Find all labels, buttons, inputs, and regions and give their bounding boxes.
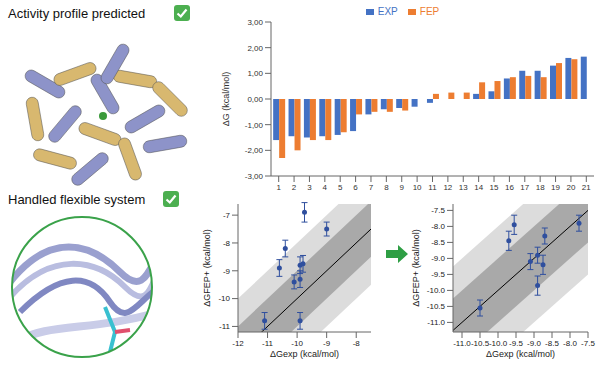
svg-text:-11: -11 <box>262 339 274 348</box>
svg-text:2,00: 2,00 <box>247 44 263 53</box>
svg-text:-3,00: -3,00 <box>245 172 264 181</box>
svg-text:-11.0: -11.0 <box>427 318 445 327</box>
svg-text:1,00: 1,00 <box>247 69 263 78</box>
svg-text:-8.0: -8.0 <box>431 222 445 231</box>
svg-text:-10.0: -10.0 <box>427 286 446 295</box>
svg-text:-7: -7 <box>223 211 231 220</box>
svg-text:-8.5: -8.5 <box>431 238 445 247</box>
svg-text:14: 14 <box>474 183 483 192</box>
svg-text:18: 18 <box>536 183 545 192</box>
svg-text:-10.0: -10.0 <box>489 339 508 348</box>
svg-text:21: 21 <box>582 183 591 192</box>
svg-text:7: 7 <box>369 183 374 192</box>
svg-text:6: 6 <box>353 183 358 192</box>
svg-text:ΔGFEP+ (kcal/mol): ΔGFEP+ (kcal/mol) <box>202 229 212 306</box>
html-text:Handled flexible system: Handled flexible system <box>8 192 146 207</box>
svg-text:3: 3 <box>307 183 312 192</box>
svg-text:-8.0: -8.0 <box>563 339 577 348</box>
svg-text:1: 1 <box>276 183 281 192</box>
svg-text:8: 8 <box>384 183 389 192</box>
svg-text:13: 13 <box>459 183 468 192</box>
svg-text:3,00: 3,00 <box>247 18 263 27</box>
svg-text:-1,00: -1,00 <box>245 121 264 130</box>
svg-text:-9: -9 <box>223 267 231 276</box>
svg-text:-9: -9 <box>323 339 331 348</box>
svg-text:-8: -8 <box>223 239 231 248</box>
svg-text:-7.5: -7.5 <box>431 206 445 215</box>
svg-text:-7.5: -7.5 <box>581 339 595 348</box>
svg-text:-11: -11 <box>219 322 231 331</box>
html-text:FEP: FEP <box>419 6 440 17</box>
svg-text:-10.5: -10.5 <box>471 339 490 348</box>
html-text:EXP: EXP <box>377 6 398 17</box>
svg-text:-10: -10 <box>291 339 303 348</box>
svg-text:ΔGexp (kcal/mol): ΔGexp (kcal/mol) <box>270 349 339 359</box>
svg-text:-9.0: -9.0 <box>431 254 445 263</box>
svg-text:9: 9 <box>400 183 405 192</box>
svg-text:0,00: 0,00 <box>247 95 263 104</box>
svg-text:17: 17 <box>520 183 529 192</box>
svg-text:-12: -12 <box>232 339 244 348</box>
svg-text:-8.5: -8.5 <box>545 339 559 348</box>
svg-text:-10: -10 <box>218 294 230 303</box>
svg-text:10: 10 <box>413 183 422 192</box>
svg-text:19: 19 <box>551 183 560 192</box>
svg-text:-2,00: -2,00 <box>245 146 264 155</box>
svg-text:11: 11 <box>428 183 437 192</box>
html-text:Activity profile predicted: Activity profile predicted <box>8 6 146 21</box>
svg-text:15: 15 <box>490 183 499 192</box>
svg-text:-11.0: -11.0 <box>453 339 471 348</box>
svg-text:-9.0: -9.0 <box>527 339 541 348</box>
svg-text:12: 12 <box>443 183 452 192</box>
svg-text:-9.5: -9.5 <box>509 339 523 348</box>
svg-text:16: 16 <box>505 183 514 192</box>
svg-text:2: 2 <box>292 183 297 192</box>
svg-text:20: 20 <box>566 183 575 192</box>
svg-text:5: 5 <box>338 183 343 192</box>
svg-text:ΔGexp (kcal/mol): ΔGexp (kcal/mol) <box>486 349 555 359</box>
svg-text:ΔG (kcal/mol): ΔG (kcal/mol) <box>221 72 231 127</box>
svg-text:-8: -8 <box>353 339 361 348</box>
svg-text:ΔGFEP+ (kcal/mol): ΔGFEP+ (kcal/mol) <box>411 229 421 306</box>
svg-text:-10.5: -10.5 <box>427 302 446 311</box>
svg-text:4: 4 <box>323 183 328 192</box>
svg-text:-9.5: -9.5 <box>431 270 445 279</box>
